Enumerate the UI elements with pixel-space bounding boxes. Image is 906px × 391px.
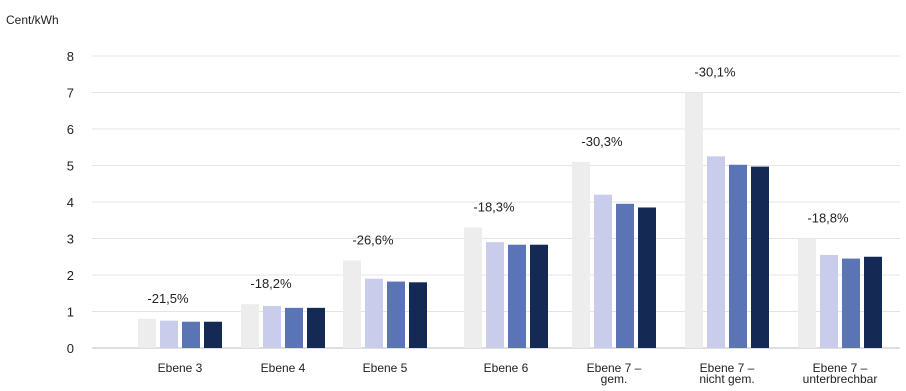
bars	[138, 92, 882, 348]
bar	[798, 238, 816, 348]
bar	[616, 203, 634, 348]
percentage-label: -18,3%	[473, 200, 515, 215]
bar	[685, 92, 703, 348]
y-tick-label: 0	[67, 341, 74, 356]
bar	[409, 282, 427, 348]
bar	[387, 281, 405, 348]
y-tick-label: 7	[67, 86, 74, 101]
gridlines	[92, 55, 900, 349]
percentage-label: -30,3%	[581, 134, 623, 149]
y-tick-label: 2	[67, 268, 74, 283]
bar	[751, 166, 769, 348]
category-label: Ebene 3	[158, 361, 203, 375]
bar	[820, 254, 838, 348]
bar	[572, 161, 590, 348]
y-tick-label: 3	[67, 232, 74, 247]
category-label: Ebene 7 – gem.	[587, 361, 642, 386]
percentage-label: -30,1%	[694, 65, 736, 80]
bar	[594, 194, 612, 348]
bar	[729, 164, 747, 348]
category-label: Ebene 6	[484, 361, 529, 375]
category-label: Ebene 7 – nicht gem.	[699, 361, 754, 386]
y-axis-ticks: 0 1 2 3 4 5 6 7 8	[67, 49, 74, 356]
y-tick-label: 5	[67, 159, 74, 174]
bar	[707, 156, 725, 348]
bar	[241, 304, 259, 348]
bar	[508, 244, 526, 348]
category-label: Ebene 7 – unterbrechbar	[803, 361, 878, 386]
bar	[842, 258, 860, 348]
bar	[343, 260, 361, 348]
y-tick-label: 8	[67, 49, 74, 64]
bar	[307, 307, 325, 348]
bar	[464, 227, 482, 348]
percentage-label: -18,8%	[807, 211, 849, 226]
percentage-annotations: -21,5% -18,2% -26,6% -18,3% -30,3% -30,1% -18,…	[147, 65, 849, 306]
y-tick-label: 1	[67, 305, 74, 320]
y-tick-label: 6	[67, 122, 74, 137]
bar	[160, 320, 178, 348]
bar	[530, 244, 548, 348]
percentage-label: -21,5%	[147, 291, 189, 306]
bar	[263, 306, 281, 348]
bar	[204, 321, 222, 348]
bar	[285, 307, 303, 348]
category-label: Ebene 5	[363, 361, 408, 375]
bar	[638, 207, 656, 348]
bar	[864, 256, 882, 348]
category-label: Ebene 4	[261, 361, 306, 375]
category-labels: Ebene 3 Ebene 4 Ebene 5 Ebene 6 Ebene 7 – gem…	[158, 361, 878, 386]
bar	[138, 318, 156, 348]
y-tick-label: 4	[67, 195, 74, 210]
percentage-label: -26,6%	[352, 232, 394, 247]
bar	[486, 242, 504, 348]
y-axis-unit-label: Cent/kWh	[6, 13, 59, 27]
percentage-label: -18,2%	[250, 276, 292, 291]
bar	[365, 278, 383, 348]
bar	[182, 321, 200, 348]
